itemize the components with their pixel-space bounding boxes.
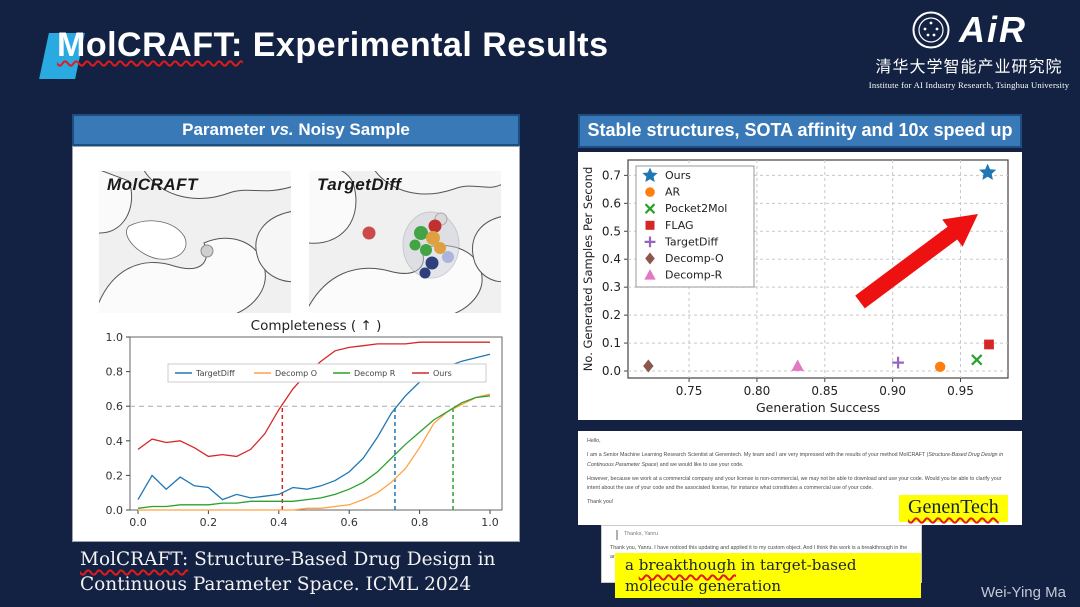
email-paragraph-1: I am a Senior Machine Learning Research … [587, 452, 1004, 468]
svg-text:FLAG: FLAG [665, 219, 694, 232]
left-header-vs: vs. [270, 120, 294, 139]
right-panel-header: Stable structures, SOTA affinity and 10x… [578, 114, 1022, 148]
svg-text:Ours: Ours [665, 169, 691, 182]
left-header-pre: Parameter [182, 120, 271, 139]
svg-text:0.4: 0.4 [270, 516, 288, 529]
email-quoted-text: Thanks, Yanru [616, 530, 913, 540]
svg-text:Decomp-R: Decomp-R [665, 269, 723, 282]
mol-image-label: MolCRAFT [107, 175, 198, 194]
svg-text:0.80: 0.80 [744, 384, 771, 398]
svg-text:Ours: Ours [433, 369, 452, 378]
email-closing: Thank you! [587, 499, 614, 506]
targetdiff-pocket-image: TargetDiff [309, 171, 501, 313]
svg-text:0.6: 0.6 [340, 516, 358, 529]
email-greeting: Hello, [587, 438, 601, 444]
logo-chinese-line: 清华大学智能产业研究院 [875, 59, 1063, 76]
air-institute-logo: AiR 清华大学智能产业研究院 Institute for AI Industr… [866, 8, 1072, 96]
svg-text:Decomp R: Decomp R [354, 369, 396, 378]
completeness-line-chart: Completeness ( ↑ ) 0.0 0.2 0.4 0.6 0.8 1.0 0.0 0… [82, 317, 510, 537]
svg-text:0.75: 0.75 [676, 384, 703, 398]
svg-text:0.3: 0.3 [602, 280, 621, 294]
svg-text:0.6: 0.6 [106, 400, 124, 413]
svg-text:0.2: 0.2 [602, 308, 621, 322]
svg-text:0.2: 0.2 [106, 469, 124, 482]
email-paragraph-2: However, because we work at a commercial… [587, 475, 1002, 492]
left-panel-header: Parameter vs. Noisy Sample [72, 114, 520, 146]
logo-english-line: Institute for AI Industry Research, Tsin… [868, 80, 1070, 90]
right-header-text: Stable structures, SOTA affinity and 10x… [587, 120, 1013, 140]
genentech-label: GenenTech [908, 496, 999, 518]
svg-text:0.8: 0.8 [411, 516, 429, 529]
svg-text:TargetDiff: TargetDiff [664, 235, 719, 248]
svg-text:0.4: 0.4 [602, 252, 621, 266]
svg-text:0.5: 0.5 [602, 224, 621, 238]
author-name: Wei-Ying Ma [980, 584, 1066, 601]
protein-surface-graphic [99, 171, 291, 313]
left-panel-body: MolCRAFT Tar [72, 146, 520, 542]
svg-text:1.0: 1.0 [106, 331, 124, 344]
svg-text:0.1: 0.1 [602, 336, 621, 350]
svg-text:1.0: 1.0 [481, 516, 499, 529]
svg-text:No. Generated Samples Per Seco: No. Generated Samples Per Second [581, 167, 595, 371]
svg-text:0.4: 0.4 [106, 435, 124, 448]
citation-rest: Structure-Based Drug Design in Continuou… [80, 549, 496, 595]
protein-surface-molecule-graphic [309, 171, 501, 313]
svg-text:0.6: 0.6 [602, 196, 621, 210]
svg-text:0.2: 0.2 [200, 516, 218, 529]
air-logo-text: AiR [959, 9, 1027, 50]
page-title: MolCRAFT: Experimental Results [57, 26, 609, 65]
genentech-callout: GenenTech [899, 495, 1008, 522]
svg-text:Generation Success: Generation Success [756, 400, 880, 415]
svg-text:0.8: 0.8 [106, 366, 124, 379]
page-title-rest: Experimental Results [242, 26, 609, 64]
left-header-post: Noisy Sample [293, 120, 410, 139]
svg-text:0.0: 0.0 [602, 364, 621, 378]
svg-text:TargetDiff: TargetDiff [195, 369, 235, 378]
svg-text:0.7: 0.7 [602, 168, 621, 182]
svg-text:Pocket2Mol: Pocket2Mol [665, 202, 727, 215]
svg-text:0.95: 0.95 [947, 384, 974, 398]
citation-molcraft: MolCRAFT: [80, 549, 189, 570]
svg-text:Decomp-O: Decomp-O [665, 252, 724, 265]
tsinghua-emblem-icon [912, 11, 950, 49]
svg-text:0.85: 0.85 [811, 384, 838, 398]
svg-text:AR: AR [665, 186, 681, 199]
svg-text:Decomp O: Decomp O [275, 369, 317, 378]
mol-image-label: TargetDiff [317, 175, 402, 194]
page-title-molcraft: MolCRAFT: [57, 26, 243, 64]
molcraft-pocket-image: MolCRAFT [99, 171, 291, 313]
right-panel-body: 0.75 0.80 0.85 0.90 0.95 0.0 0.1 0.2 0.3 0.4 0.5 0.… [578, 152, 1022, 420]
svg-text:Completeness ( ↑ ): Completeness ( ↑ ) [251, 318, 382, 334]
speed-vs-success-scatter-chart: 0.75 0.80 0.85 0.90 0.95 0.0 0.1 0.2 0.3 0.4 0.5 0.… [578, 152, 1022, 420]
svg-text:0.90: 0.90 [879, 384, 906, 398]
svg-text:0.0: 0.0 [106, 504, 124, 517]
breakthrough-callout: a breakthough in target-based molecule g… [615, 553, 921, 598]
svg-text:0.0: 0.0 [129, 516, 147, 529]
paper-citation: MolCRAFT: Structure-Based Drug Design in… [80, 548, 542, 598]
